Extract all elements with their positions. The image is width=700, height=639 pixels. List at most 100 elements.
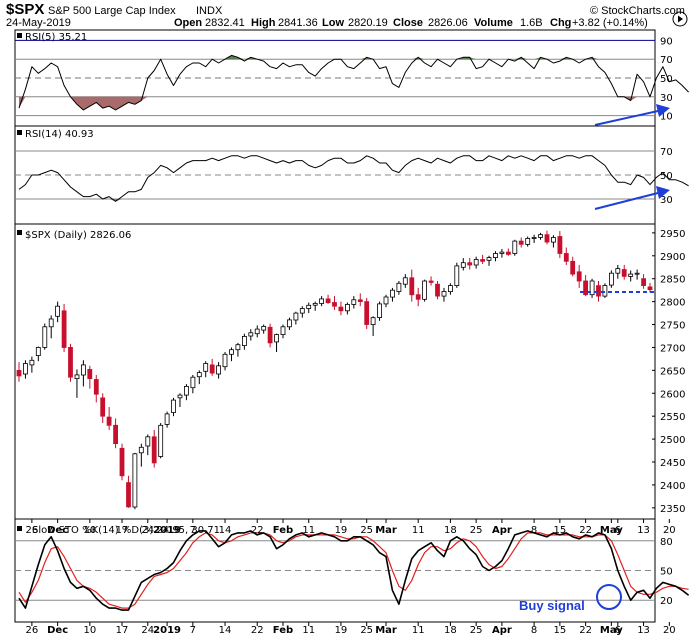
axis-ticks: 90 70 50 30 10 70 50 30 2950 2900 2850 2800 2750 2700… [660,36,685,607]
x-axis-label: 17 [116,525,129,536]
x-axis-label: 15 [553,525,566,536]
price-tick-label: 2900 [660,252,685,263]
rsi5-tick-label: 30 [660,93,673,104]
price-tick-label: 2600 [660,389,685,400]
candle-body [299,308,305,314]
rsi14-trend-arrow [594,186,670,210]
price-tick-label: 2850 [660,275,685,286]
rsi5-trend-arrow [594,104,670,126]
candle-body [332,302,337,307]
candle-body [409,277,415,296]
candle-body [647,286,653,290]
candle-body [151,436,157,464]
play-icon[interactable] [672,11,688,27]
candle-body [74,374,80,379]
candle-body [634,272,640,275]
rsi5-line [18,54,689,111]
x-axis-label: 10 [83,625,96,636]
candle-body [241,335,247,346]
x-axis-label: 25 [360,625,373,636]
candle-body [42,326,48,348]
price-panel-frame [14,223,656,520]
candle-body [29,359,35,366]
candles [16,230,653,510]
x-axis-labels: 2626DecDec101017172424201920197714142222… [26,519,676,636]
x-axis-label: 15 [553,625,566,636]
candle-body [454,265,460,286]
x-axis-label: Dec [47,525,68,536]
x-axis-label: Feb [273,525,293,536]
x-axis-label: 25 [470,525,483,536]
x-axis-label: 17 [116,625,129,636]
price-tick-label: 2400 [660,481,685,492]
low-label: Low [322,17,344,29]
x-axis-label: 20 [663,625,676,636]
candle-body [441,291,447,297]
candle-body [570,260,576,275]
candle-body [164,413,170,425]
candle-body [512,240,518,254]
candle-body [203,363,209,372]
candle-body [183,385,189,396]
candle-body [473,259,479,266]
candle-body [351,299,357,305]
candle-body [22,363,28,375]
price-tick-label: 2650 [660,366,685,377]
volume-label: Volume [474,17,513,29]
candle-body [357,299,363,302]
close-label: Close [393,17,423,29]
candle-body [531,237,537,239]
x-axis-label: Mar [375,525,397,536]
rsi5-tick-label: 90 [660,36,673,47]
candle-body [274,334,280,343]
candle-body [126,482,131,508]
candle-body [113,424,118,444]
x-axis-label: 24 [141,625,154,636]
x-axis-label: 10 [83,525,96,536]
x-axis-label: 6 [615,525,621,536]
candle-body [525,237,531,245]
candle-body [325,298,331,303]
candle-body [576,271,582,282]
x-axis-label: 8 [531,525,537,536]
candle-body [551,237,556,243]
candle-body [293,312,299,321]
candle-body [628,273,634,277]
candle-body [499,251,505,254]
candle-body [48,318,54,328]
candle-body [61,310,67,348]
candle-body [229,349,234,355]
candle-body [422,280,428,300]
high-value: 2841.36 [278,17,318,29]
price-tick-label: 2700 [660,343,685,354]
candle-body [557,236,563,254]
price-tick-label: 2500 [660,435,685,446]
candle-body [460,262,466,268]
price-tick-label: 2800 [660,298,685,309]
rsi5-tick-label: 50 [660,74,673,85]
x-axis-label: 13 [637,625,650,636]
symbol-title: $SPX [6,1,44,18]
sto-label-text: Slow STO %K(14) %D(3) 24.95, 30.71 [32,525,220,536]
candle-body [370,317,376,326]
x-axis-label: 19 [335,525,348,536]
candle-body [235,344,241,351]
candle-body [216,365,222,375]
symbol-name: S&P 500 Large Cap Index [48,5,176,17]
candle-body [319,298,325,304]
candle-body [538,234,543,238]
candle-body [132,453,138,508]
candle-body [615,268,621,274]
candle-body [377,303,383,318]
candle-body [402,277,408,285]
candle-body [428,280,434,283]
candle-body [138,446,144,454]
candle-body [415,294,421,300]
x-axis-label: 26 [26,525,39,536]
x-axis-label: 18 [444,525,457,536]
candle-body [563,253,569,262]
rsi-fill-areas [19,55,689,202]
x-axis-label: Dec [47,625,68,636]
rsi5-oversold-fill [19,96,689,110]
